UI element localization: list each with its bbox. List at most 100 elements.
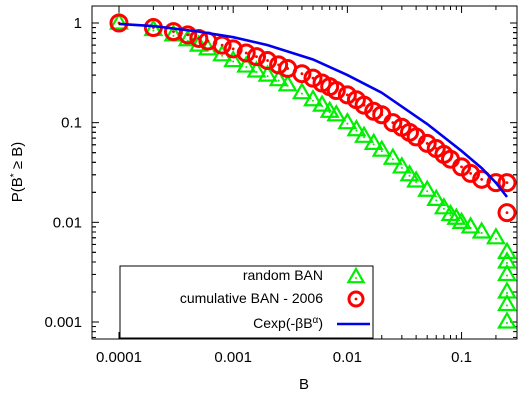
circle-marker: [258, 51, 278, 71]
triangle-marker: [399, 164, 420, 182]
legend-label-random-ban: random BAN: [243, 267, 323, 283]
legend-label-cumulative-ban: cumulative BAN - 2006: [180, 290, 323, 306]
triangle-marker: [382, 147, 403, 165]
triangle-marker-dot: [415, 180, 418, 183]
circle-marker: [497, 203, 517, 223]
triangle-marker: [363, 132, 384, 150]
circle-marker: [347, 290, 365, 308]
legend-fit-base: Cexp(-βB: [253, 315, 312, 331]
circle-marker: [337, 85, 357, 105]
circle-marker: [269, 55, 289, 75]
triangle-marker-dot: [363, 136, 366, 139]
triangle-marker-dot: [506, 274, 508, 277]
circle-marker-dot: [505, 181, 509, 185]
triangle-marker-dot: [506, 304, 508, 307]
triangle-marker-dot: [266, 75, 269, 78]
triangle-marker-dot: [186, 39, 189, 42]
circle-marker: [212, 35, 232, 55]
triangle-marker: [326, 104, 347, 122]
plot-frame: [91, 5, 518, 340]
triangle-marker: [451, 211, 472, 229]
y-tick-label: 0.1: [61, 115, 82, 132]
x-tick-label: 0.0001: [96, 349, 142, 366]
y-tick-label: 0.01: [53, 214, 82, 231]
circle-marker-dot: [449, 157, 452, 161]
circle-marker: [246, 47, 266, 67]
circle-marker-dot: [266, 59, 269, 62]
circle-marker-dot: [255, 55, 258, 59]
circle-marker: [383, 113, 403, 133]
y-axis-title-base: P(B: [9, 177, 26, 202]
triangle-marker-dot: [460, 222, 463, 225]
triangle-marker-dot: [455, 218, 458, 221]
triangle-marker-dot: [312, 99, 314, 102]
triangle-marker: [497, 293, 517, 312]
triangle-marker: [246, 60, 267, 78]
triangle-marker: [406, 170, 427, 188]
triangle-marker-dot: [380, 150, 383, 153]
triangle-marker-dot: [355, 129, 358, 132]
triangle-marker-dot: [346, 122, 349, 125]
triangle-marker-dot: [255, 70, 258, 73]
triangle-marker: [346, 266, 366, 284]
triangle-marker: [346, 118, 367, 137]
circle-marker-dot: [334, 89, 338, 92]
triangle-marker-dot: [506, 322, 508, 324]
circle-marker: [109, 13, 129, 33]
circle-marker-dot: [286, 67, 290, 70]
circle-marker: [326, 81, 346, 101]
circle-marker: [292, 64, 312, 84]
triangle-marker-dot: [286, 84, 289, 87]
legend-box: [119, 265, 374, 339]
x-tick-label: 0.001: [214, 349, 252, 366]
circle-marker-dot: [414, 135, 418, 139]
circle-marker-dot: [231, 47, 235, 51]
circle-marker: [497, 173, 517, 193]
circle-marker-dot: [354, 297, 358, 301]
circle-marker-dot: [480, 177, 484, 181]
triangle-marker-dot: [400, 166, 403, 169]
triangle-marker-dot: [435, 199, 438, 202]
circle-marker-dot: [380, 113, 384, 117]
triangle-marker-dot: [245, 66, 248, 69]
legend-swatches: [337, 266, 370, 326]
triangle-marker: [303, 88, 323, 107]
legend: random BAN cumulative BAN - 2006 Cexp(-β…: [119, 265, 374, 339]
triangle-marker-dot: [300, 92, 303, 95]
triangle-marker-dot: [355, 277, 357, 279]
triangle-marker-dot: [480, 231, 483, 234]
triangle-marker-dot: [372, 143, 375, 146]
triangle-marker-dot: [172, 34, 175, 37]
circle-marker-dot: [300, 72, 304, 76]
series-2: [118, 22, 509, 198]
legend-fit-rest: ): [318, 315, 323, 331]
triangle-marker: [337, 111, 358, 130]
circle-marker-dot: [362, 103, 366, 107]
triangle-marker-dot: [335, 114, 338, 117]
triangle-marker: [257, 64, 278, 82]
circle-marker-dot: [220, 43, 224, 47]
triangle-marker: [497, 241, 517, 259]
triangle-marker-dot: [408, 174, 411, 177]
triangle-marker: [354, 125, 375, 143]
triangle-marker-dot: [328, 111, 331, 114]
triangle-marker: [497, 263, 517, 282]
triangle-marker-dot: [469, 226, 472, 229]
fit-line: [118, 22, 509, 198]
x-tick-label: 0.1: [451, 349, 472, 366]
circle-marker-dot: [505, 211, 509, 215]
triangle-marker-dot: [221, 54, 224, 57]
triangle-marker: [471, 221, 492, 239]
triangle-marker-dot: [506, 291, 508, 294]
circle-marker-dot: [186, 33, 190, 37]
triangle-marker: [426, 188, 447, 206]
triangle-marker-dot: [506, 261, 508, 264]
triangle-marker: [223, 49, 244, 68]
triangle-marker: [417, 179, 438, 197]
triangle-marker-dot: [152, 29, 155, 32]
tick-labels: 0.0001 0.001 0.01 0.1 1 0.1 0.01 0.001: [44, 15, 472, 366]
triangle-marker: [291, 81, 312, 100]
triangle-marker-dot: [391, 158, 394, 161]
circle-marker-dot: [172, 30, 175, 33]
y-axis-title-rest: ≥ B): [9, 142, 26, 174]
